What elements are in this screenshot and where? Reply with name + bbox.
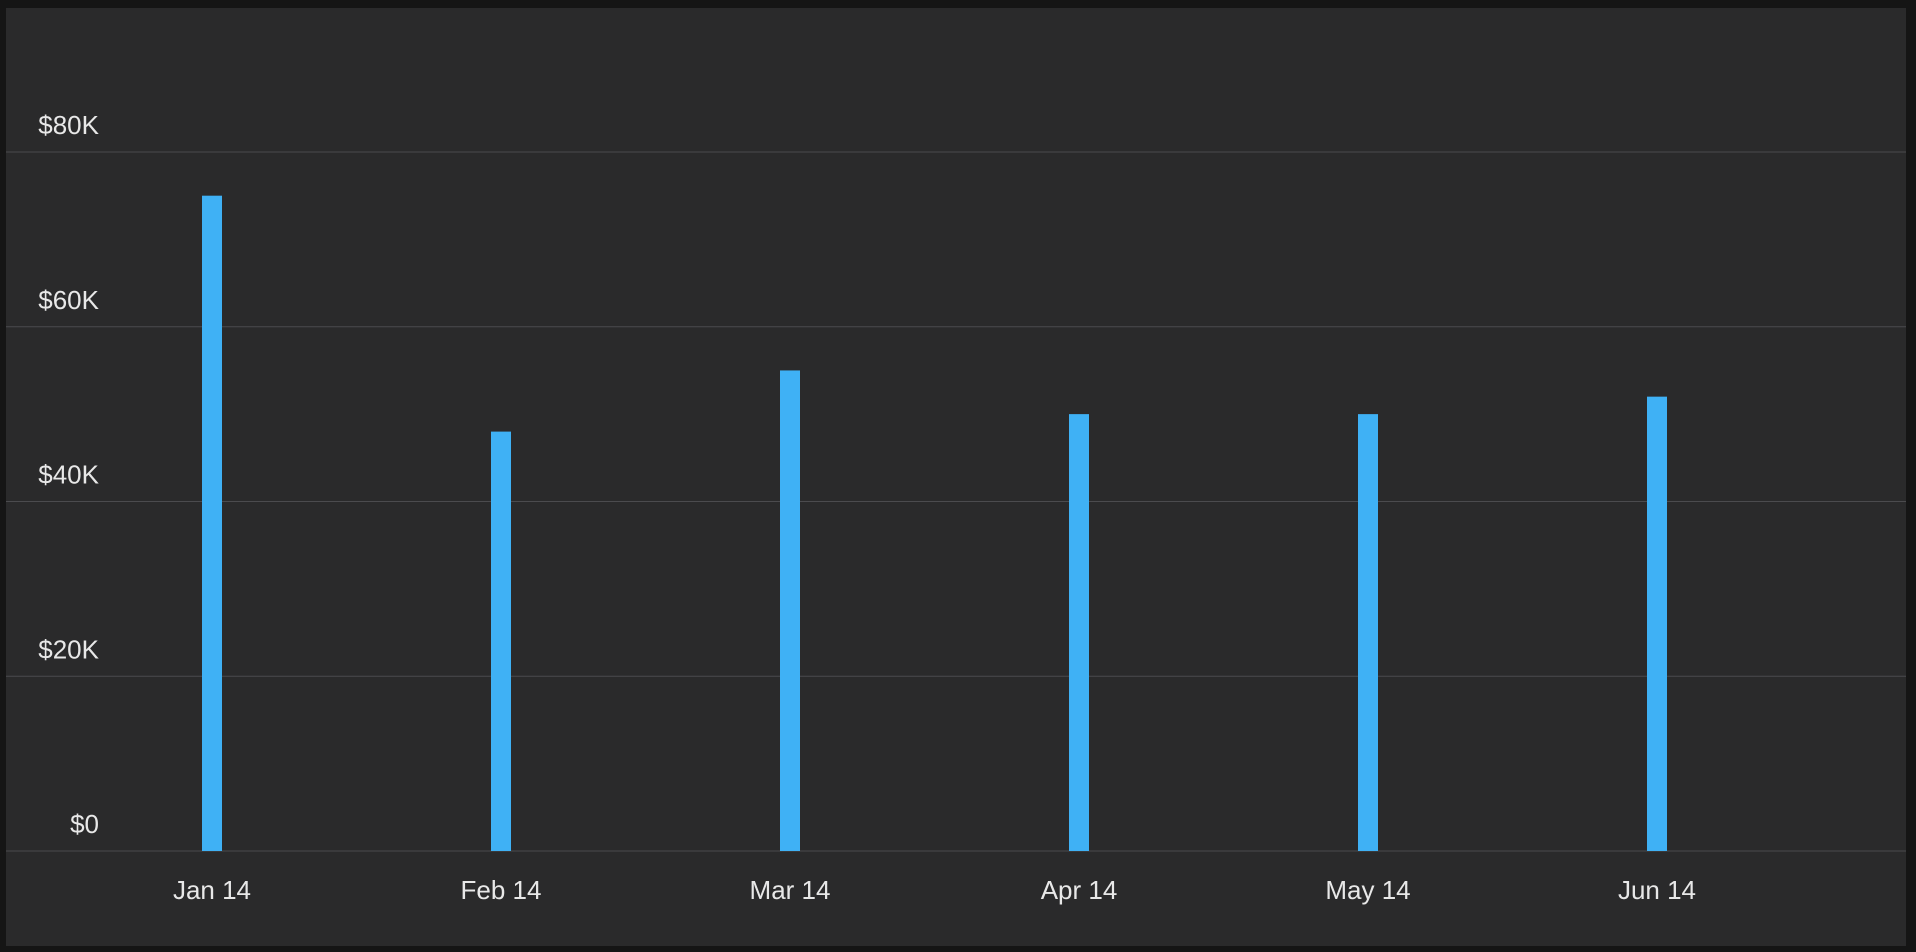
- bar-jan-14[interactable]: [202, 195, 222, 851]
- bars: [202, 195, 1667, 851]
- x-tick-label: Mar 14: [750, 875, 831, 905]
- chart-card: [6, 8, 1906, 946]
- y-tick-label: $0: [70, 809, 99, 839]
- bar-jun-14[interactable]: [1647, 396, 1667, 851]
- bar-apr-14[interactable]: [1069, 414, 1089, 851]
- y-tick-label: $40K: [38, 460, 99, 490]
- y-tick-label: $20K: [38, 634, 99, 664]
- x-tick-label: Feb 14: [461, 875, 542, 905]
- x-tick-label: Apr 14: [1041, 875, 1118, 905]
- bar-feb-14[interactable]: [491, 431, 511, 851]
- x-tick-label: May 14: [1325, 875, 1410, 905]
- gridlines: [6, 151, 1906, 852]
- x-tick-label: Jun 14: [1618, 875, 1696, 905]
- bar-mar-14[interactable]: [780, 370, 800, 851]
- x-axis-tick-labels: Jan 14 Feb 14 Mar 14 Apr 14 May 14 Jun 14: [173, 875, 1696, 905]
- y-axis-tick-labels: $0 $20K $40K $60K $80K: [38, 110, 99, 839]
- bar-may-14[interactable]: [1358, 414, 1378, 851]
- y-tick-label: $60K: [38, 285, 99, 315]
- x-tick-label: Jan 14: [173, 875, 251, 905]
- y-tick-label: $80K: [38, 110, 99, 140]
